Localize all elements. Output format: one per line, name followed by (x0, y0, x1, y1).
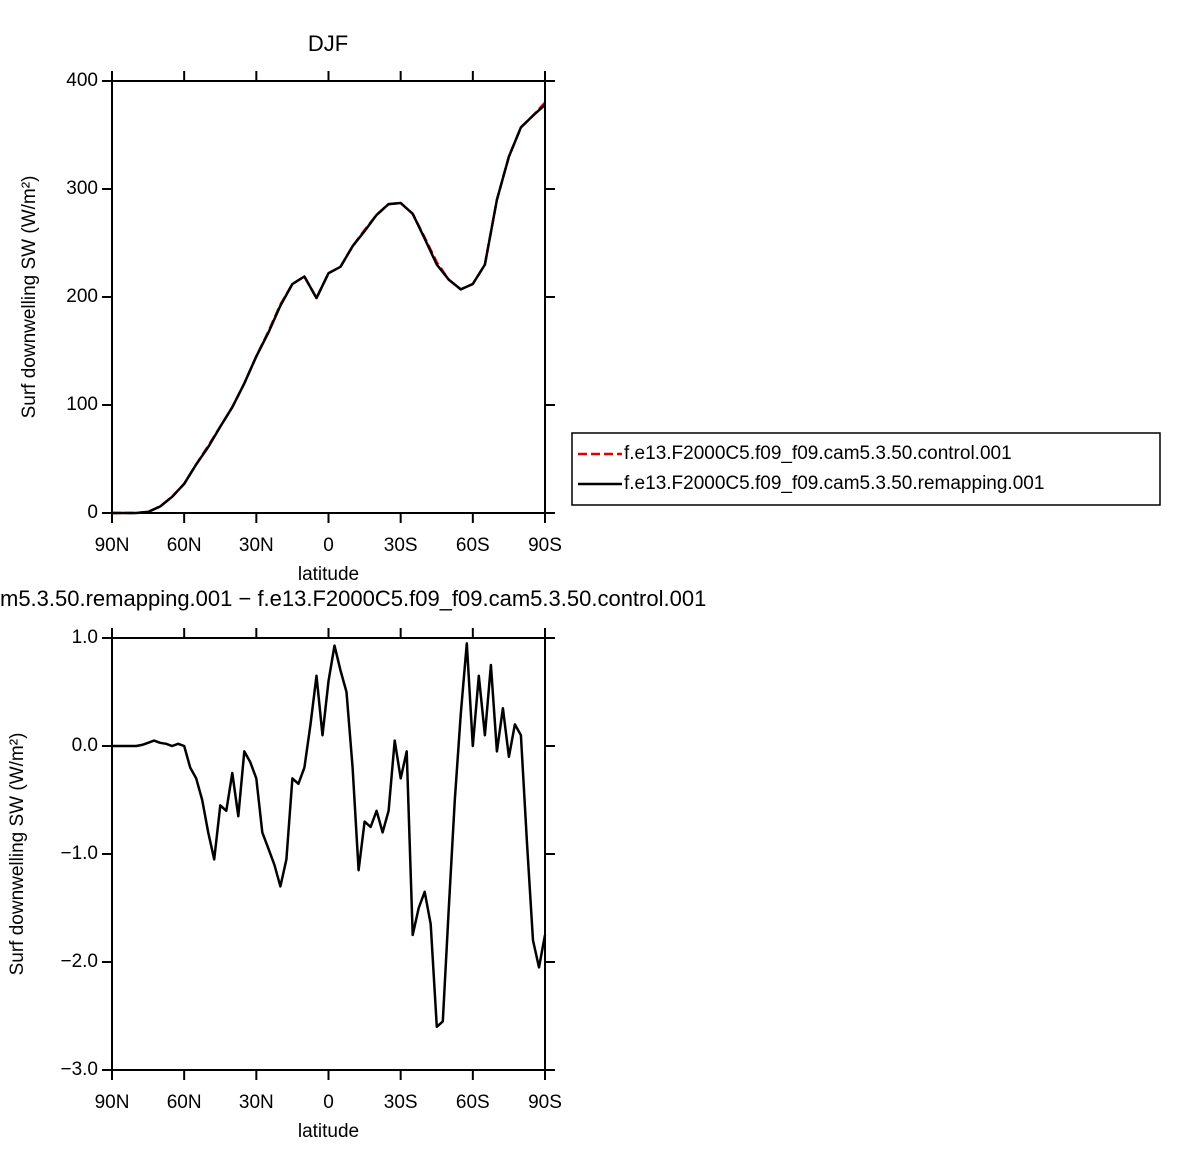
y-axis-label: Surf downwelling SW (W/m²) (7, 733, 28, 976)
x-tick-label: 60S (456, 1092, 490, 1113)
y-tick-label: −3.0 (60, 1059, 98, 1080)
y-tick-label: 300 (66, 178, 98, 199)
x-tick-label: 30N (239, 535, 274, 556)
x-tick-label: 0 (323, 1092, 334, 1113)
plot-frame (111, 80, 546, 514)
x-tick-label: 60S (456, 535, 490, 556)
x-tick-label: 90S (528, 1092, 562, 1113)
x-tick-label: 30N (239, 1092, 274, 1113)
x-tick-label: 30S (384, 1092, 418, 1113)
data-line (112, 101, 546, 515)
x-axis-label: latitude (298, 1121, 359, 1142)
y-tick-label: 1.0 (72, 627, 98, 648)
chart-title: DJF (308, 31, 348, 56)
data-line (112, 642, 547, 1029)
x-tick-label: 90S (528, 535, 562, 556)
legend-box (571, 432, 1161, 506)
y-axis-label: Surf downwelling SW (W/m²) (19, 176, 40, 419)
y-tick-label: 0.0 (72, 735, 98, 756)
y-tick-label: 400 (66, 70, 98, 91)
legend-label: f.e13.F2000C5.f09_f09.cam5.3.50.control.… (624, 443, 1012, 464)
y-tick-label: −1.0 (60, 843, 98, 864)
y-tick-label: −2.0 (60, 951, 98, 972)
x-tick-label: 30S (384, 535, 418, 556)
x-tick-label: 60N (167, 1092, 202, 1113)
data-line (112, 103, 546, 515)
y-tick-label: 200 (66, 286, 98, 307)
x-tick-label: 60N (167, 535, 202, 556)
x-tick-label: 90N (95, 1092, 130, 1113)
plot-frame (111, 637, 546, 1071)
y-tick-label: 100 (66, 394, 98, 415)
y-tick-label: 0 (87, 502, 98, 523)
x-tick-label: 0 (323, 535, 334, 556)
x-tick-label: 90N (95, 535, 130, 556)
chart-title: m5.3.50.remapping.001 − f.e13.F2000C5.f0… (0, 586, 706, 611)
legend-label: f.e13.F2000C5.f09_f09.cam5.3.50.remappin… (624, 473, 1044, 494)
x-axis-label: latitude (298, 564, 359, 585)
